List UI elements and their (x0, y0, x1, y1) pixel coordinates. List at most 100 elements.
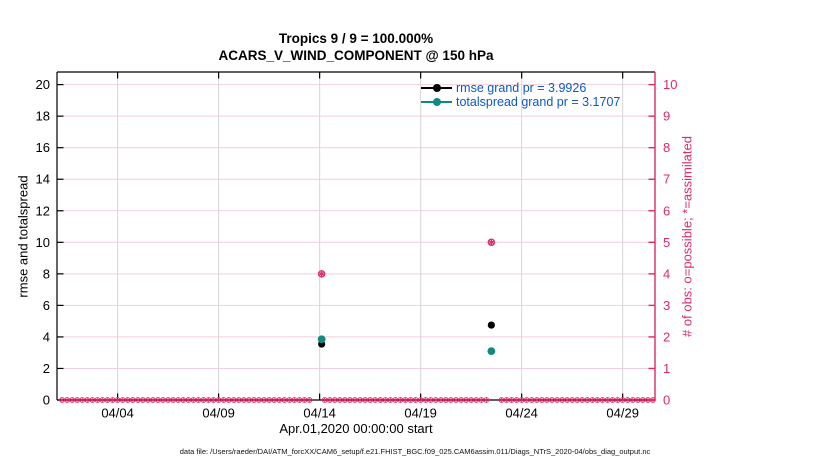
obs-asterisk-stroke (231, 398, 236, 402)
tick-label-bottom: 04/24 (505, 406, 538, 421)
obs-asterisk-stroke (247, 398, 251, 402)
tick-label-right: 8 (663, 140, 670, 155)
obs-count-zero-marker (140, 397, 146, 403)
obs-count-zero-marker (84, 397, 91, 403)
obs-asterisk-stroke (282, 398, 287, 402)
obs-asterisk-stroke (348, 398, 352, 402)
obs-asterisk-stroke (534, 398, 539, 402)
legend-label-rmse: rmse grand pr = 3.9926 (456, 81, 587, 95)
obs-asterisk-stroke (292, 398, 297, 402)
obs-asterisk-stroke (287, 398, 292, 402)
obs-asterisk-stroke (504, 398, 509, 402)
obs-asterisk-stroke (555, 398, 559, 402)
obs-asterisk-stroke (449, 398, 453, 402)
obs-asterisk-stroke (398, 398, 403, 402)
obs-asterisk-stroke (181, 398, 186, 402)
tick-label-right: 0 (663, 393, 670, 408)
obs-asterisk-stroke (130, 398, 135, 402)
obs-asterisk-stroke (319, 272, 325, 276)
obs-count-zero-marker (463, 397, 469, 403)
obs-asterisk-stroke (120, 398, 125, 402)
tick-label-right: 9 (663, 109, 670, 124)
obs-count-zero-marker (241, 397, 247, 403)
obs-asterisk-stroke (161, 398, 165, 402)
obs-circle (317, 270, 326, 278)
obs-asterisk-stroke (206, 398, 211, 402)
obs-asterisk-stroke (115, 398, 120, 402)
obs-asterisk-stroke (595, 398, 600, 402)
obs-asterisk-stroke (479, 398, 484, 402)
data-point-totalspread (487, 347, 496, 356)
obs-asterisk-stroke (226, 398, 231, 402)
obs-asterisk-stroke (262, 398, 266, 402)
obs-count-zero-marker (453, 397, 459, 403)
obs-count-zero-marker (225, 397, 232, 403)
obs-asterisk-stroke (332, 398, 337, 402)
obs-asterisk-stroke (509, 398, 514, 402)
tick-label-right: 1 (663, 361, 670, 376)
obs-count-zero-marker (195, 397, 202, 403)
obs-count-zero-marker (64, 397, 70, 403)
tick-label-bottom: 04/09 (202, 406, 235, 421)
obs-asterisk-stroke (241, 398, 246, 402)
tick-label-bottom: 04/14 (303, 406, 336, 421)
obs-asterisk-stroke (469, 398, 474, 402)
obs-circle (306, 397, 313, 403)
obs-asterisk-stroke (201, 398, 206, 402)
obs-asterisk-stroke (60, 398, 64, 402)
tick-label-left: 14 (36, 172, 50, 187)
tick-label-bottom: 04/19 (404, 406, 437, 421)
obs-asterisk-stroke (368, 398, 373, 402)
obs-count-zero-marker (160, 397, 166, 403)
obs-count-marker (487, 238, 496, 247)
tick-label-right: 7 (663, 172, 670, 187)
obs-asterisk-stroke (105, 398, 110, 402)
obs-asterisk-stroke (302, 398, 307, 402)
obs-asterisk-stroke (635, 398, 640, 402)
obs-asterisk-stroke (529, 398, 534, 402)
obs-asterisk-stroke (267, 398, 272, 402)
obs-asterisk-stroke (585, 398, 590, 402)
plot-subtitle: ACARS_V_WIND_COMPONENT @ 150 hPa (218, 48, 494, 63)
obs-count-zero-marker (251, 397, 257, 403)
data-point-totalspread (317, 335, 326, 344)
obs-asterisk-stroke (297, 398, 302, 402)
obs-count-zero-marker (352, 397, 358, 403)
obs-asterisk-stroke (539, 398, 544, 402)
obs-asterisk-stroke (100, 398, 105, 402)
obs-count-zero-marker (508, 397, 515, 403)
obs-circle (650, 397, 656, 403)
obs-count-zero-marker (271, 397, 278, 403)
obs-asterisk-stroke (459, 398, 463, 402)
obs-asterisk-stroke (444, 398, 448, 402)
obs-count-zero-marker (256, 397, 262, 403)
obs-asterisk-stroke (65, 398, 69, 402)
obs-asterisk-stroke (620, 398, 625, 402)
obs-asterisk-stroke (156, 398, 160, 402)
legend-entry-totalspread: totalspread grand pr = 3.1707 (421, 95, 620, 109)
obs-asterisk-stroke (646, 398, 650, 402)
obs-asterisk-stroke (363, 398, 367, 402)
obs-asterisk-stroke (560, 398, 564, 402)
tick-label-right: 4 (663, 266, 670, 281)
obs-count-zero-marker (518, 397, 525, 403)
legend: rmse grand pr = 3.9926 totalspread grand… (421, 81, 620, 109)
obs-asterisk-stroke (464, 398, 468, 402)
obs-circle (487, 238, 496, 247)
tick-label-left: 12 (36, 203, 50, 218)
obs-asterisk-stroke (524, 398, 529, 402)
obs-asterisk-stroke (545, 398, 549, 402)
x-axis-label: Apr.01,2020 00:00:00 start (279, 421, 433, 436)
obs-asterisk-stroke (423, 398, 428, 402)
obs-asterisk-stroke (651, 398, 655, 402)
obs-asterisk-stroke (343, 398, 347, 402)
obs-asterisk-stroke (499, 398, 504, 402)
obs-count-zero-marker (114, 397, 121, 403)
obs-asterisk-stroke (171, 398, 176, 402)
obs-asterisk-stroke (610, 398, 615, 402)
tick-label-left: 4 (43, 329, 50, 344)
tick-label-right: 10 (663, 77, 677, 92)
obs-asterisk-stroke (216, 398, 221, 402)
legend-label-totalspread: totalspread grand pr = 3.1707 (456, 95, 621, 109)
obs-asterisk-stroke (322, 398, 327, 402)
